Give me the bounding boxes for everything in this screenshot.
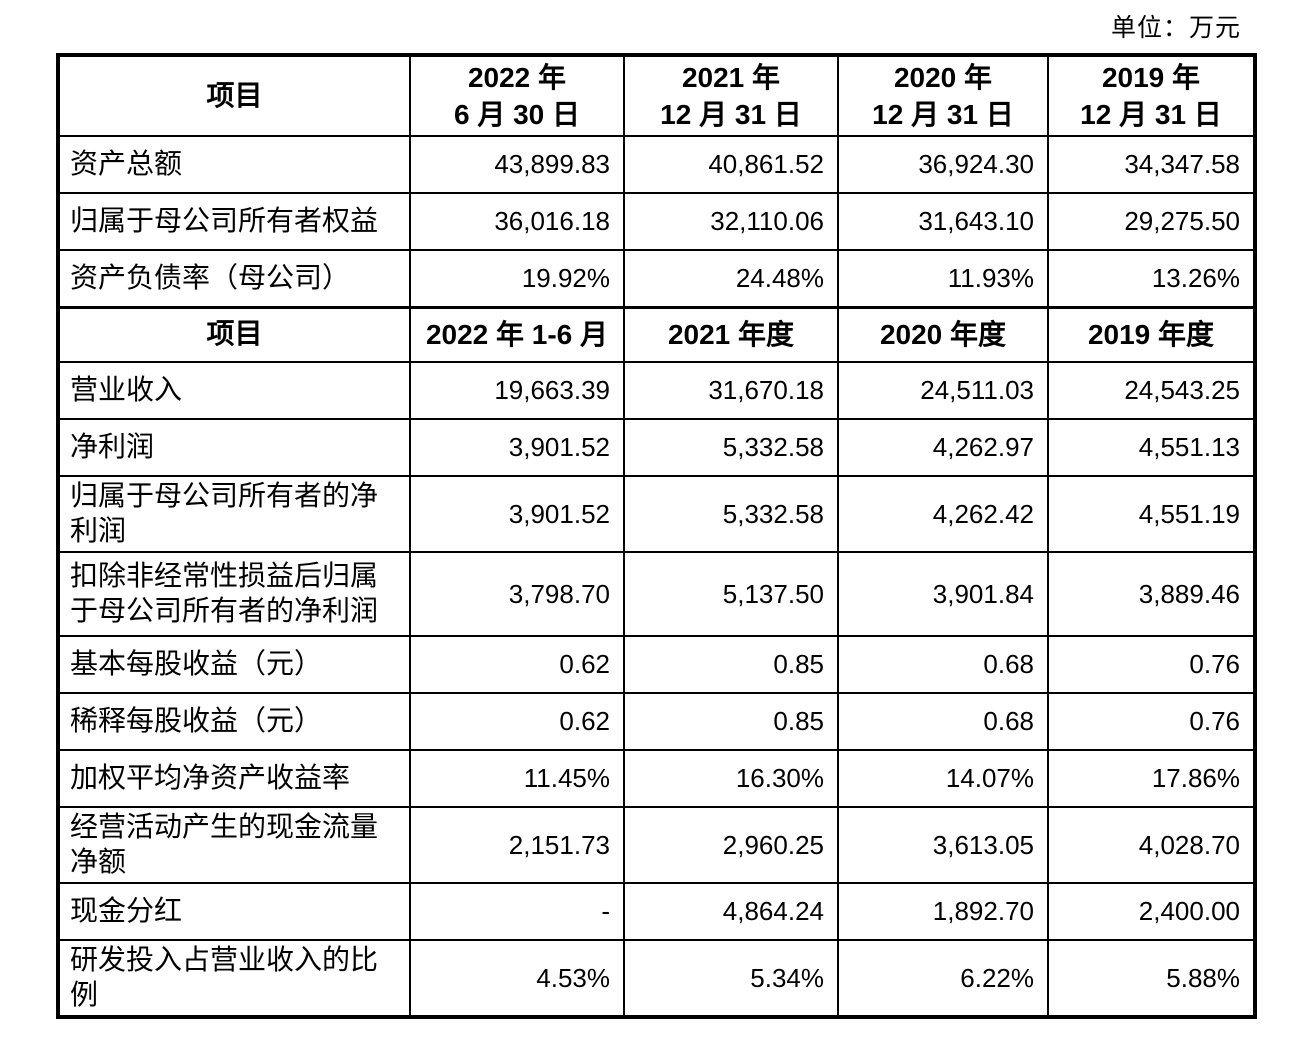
cell-value: 36,016.18 <box>409 192 625 251</box>
cell-value: 0.62 <box>409 635 625 694</box>
cell-value: 0.68 <box>837 635 1049 694</box>
cell-value: 31,670.18 <box>623 361 839 420</box>
cell-value: 5.88% <box>1047 939 1256 1018</box>
table-row-weighted-roe: 加权平均净资产收益率 11.45% 16.30% 14.07% 17.86% <box>57 749 1256 808</box>
unit-label: 单位：万元 <box>1110 15 1241 42</box>
cell-value: 40,861.52 <box>623 135 839 194</box>
cell-value: 3,798.70 <box>409 551 625 637</box>
cell-value: 5,332.58 <box>623 475 839 553</box>
row-label: 扣除非经常性损益后归属于母公司所有者的净利润 <box>57 551 411 637</box>
cell-value: 4,262.42 <box>837 475 1049 553</box>
table-row-debt-ratio: 资产负债率（母公司） 19.92% 24.48% 11.93% 13.26% <box>57 249 1256 308</box>
cell-value: - <box>409 882 625 941</box>
row-label: 资产总额 <box>57 135 411 194</box>
col-header-2019: 2019 年度 <box>1047 305 1256 363</box>
table-row-net-profit-excl-nonrecurring: 扣除非经常性损益后归属于母公司所有者的净利润 3,798.70 5,137.50… <box>57 551 1256 637</box>
table-row-cash-dividend: 现金分红 - 4,864.24 1,892.70 2,400.00 <box>57 882 1256 941</box>
row-label: 经营活动产生的现金流量净额 <box>57 806 411 884</box>
cell-value: 17.86% <box>1047 749 1256 808</box>
financial-summary-table: 项目 2022 年 6 月 30 日 2021 年 12 月 31 日 2020… <box>56 53 1257 1019</box>
cell-value: 32,110.06 <box>623 192 839 251</box>
row-label: 资产负债率（母公司） <box>57 249 411 308</box>
table-row-operating-cashflow: 经营活动产生的现金流量净额 2,151.73 2,960.25 3,613.05… <box>57 806 1256 884</box>
row-label: 加权平均净资产收益率 <box>57 749 411 808</box>
table-row-net-profit-parent: 归属于母公司所有者的净利润 3,901.52 5,332.58 4,262.42… <box>57 475 1256 553</box>
row-label: 归属于母公司所有者权益 <box>57 192 411 251</box>
table-row-rd-ratio: 研发投入占营业收入的比例 4.53% 5.34% 6.22% 5.88% <box>57 939 1256 1018</box>
row-label: 现金分红 <box>57 882 411 941</box>
cell-value: 13.26% <box>1047 249 1256 308</box>
document-page: 单位：万元 项目 2022 年 6 月 30 日 2021 年 12 月 31 … <box>56 15 1257 1019</box>
col-header-item: 项目 <box>57 54 411 137</box>
cell-value: 4,551.19 <box>1047 475 1256 553</box>
cell-value: 0.62 <box>409 692 625 751</box>
cell-value: 14.07% <box>837 749 1049 808</box>
table-row-diluted-eps: 稀释每股收益（元） 0.62 0.85 0.68 0.76 <box>57 692 1256 751</box>
cell-value: 0.85 <box>623 692 839 751</box>
table-row-net-profit: 净利润 3,901.52 5,332.58 4,262.97 4,551.13 <box>57 418 1256 477</box>
cell-value: 2,151.73 <box>409 806 625 884</box>
table-row-total-assets: 资产总额 43,899.83 40,861.52 36,924.30 34,34… <box>57 135 1256 194</box>
cell-value: 19,663.39 <box>409 361 625 420</box>
cell-value: 4,262.97 <box>837 418 1049 477</box>
col-header-2019-12-31: 2019 年 12 月 31 日 <box>1047 54 1256 137</box>
col-header-2020: 2020 年度 <box>837 305 1049 363</box>
cell-value: 5,137.50 <box>623 551 839 637</box>
row-label: 稀释每股收益（元） <box>57 692 411 751</box>
cell-value: 24,511.03 <box>837 361 1049 420</box>
cell-value: 29,275.50 <box>1047 192 1256 251</box>
cell-value: 1,892.70 <box>837 882 1049 941</box>
row-label: 研发投入占营业收入的比例 <box>57 939 411 1018</box>
cell-value: 0.68 <box>837 692 1049 751</box>
cell-value: 16.30% <box>623 749 839 808</box>
cell-value: 4,551.13 <box>1047 418 1256 477</box>
col-header-2021-12-31: 2021 年 12 月 31 日 <box>623 54 839 137</box>
cell-value: 3,889.46 <box>1047 551 1256 637</box>
cell-value: 3,613.05 <box>837 806 1049 884</box>
cell-value: 2,400.00 <box>1047 882 1256 941</box>
cell-value: 0.76 <box>1047 635 1256 694</box>
table-row-basic-eps: 基本每股收益（元） 0.62 0.85 0.68 0.76 <box>57 635 1256 694</box>
cell-value: 19.92% <box>409 249 625 308</box>
cell-value: 36,924.30 <box>837 135 1049 194</box>
cell-value: 5,332.58 <box>623 418 839 477</box>
cell-value: 6.22% <box>837 939 1049 1018</box>
col-header-2022-06-30: 2022 年 6 月 30 日 <box>409 54 625 137</box>
row-label: 净利润 <box>57 418 411 477</box>
cell-value: 5.34% <box>623 939 839 1018</box>
table-row-revenue: 营业收入 19,663.39 31,670.18 24,511.03 24,54… <box>57 361 1256 420</box>
col-header-item: 项目 <box>57 305 411 363</box>
cell-value: 3,901.52 <box>409 418 625 477</box>
cell-value: 31,643.10 <box>837 192 1049 251</box>
col-header-2021: 2021 年度 <box>623 305 839 363</box>
cell-value: 4.53% <box>409 939 625 1018</box>
row-label: 营业收入 <box>57 361 411 420</box>
cell-value: 11.45% <box>409 749 625 808</box>
cell-value: 34,347.58 <box>1047 135 1256 194</box>
cell-value: 24,543.25 <box>1047 361 1256 420</box>
cell-value: 24.48% <box>623 249 839 308</box>
cell-value: 0.85 <box>623 635 839 694</box>
row-label: 归属于母公司所有者的净利润 <box>57 475 411 553</box>
cell-value: 2,960.25 <box>623 806 839 884</box>
cell-value: 43,899.83 <box>409 135 625 194</box>
cell-value: 3,901.52 <box>409 475 625 553</box>
col-header-2022h1: 2022 年 1-6 月 <box>409 305 625 363</box>
cell-value: 4,864.24 <box>623 882 839 941</box>
section2-header-row: 项目 2022 年 1-6 月 2021 年度 2020 年度 2019 年度 <box>57 305 1256 363</box>
cell-value: 0.76 <box>1047 692 1256 751</box>
col-header-2020-12-31: 2020 年 12 月 31 日 <box>837 54 1049 137</box>
table-row-parent-equity: 归属于母公司所有者权益 36,016.18 32,110.06 31,643.1… <box>57 192 1256 251</box>
cell-value: 4,028.70 <box>1047 806 1256 884</box>
section1-header-row: 项目 2022 年 6 月 30 日 2021 年 12 月 31 日 2020… <box>57 54 1256 137</box>
cell-value: 11.93% <box>837 249 1049 308</box>
row-label: 基本每股收益（元） <box>57 635 411 694</box>
cell-value: 3,901.84 <box>837 551 1049 637</box>
